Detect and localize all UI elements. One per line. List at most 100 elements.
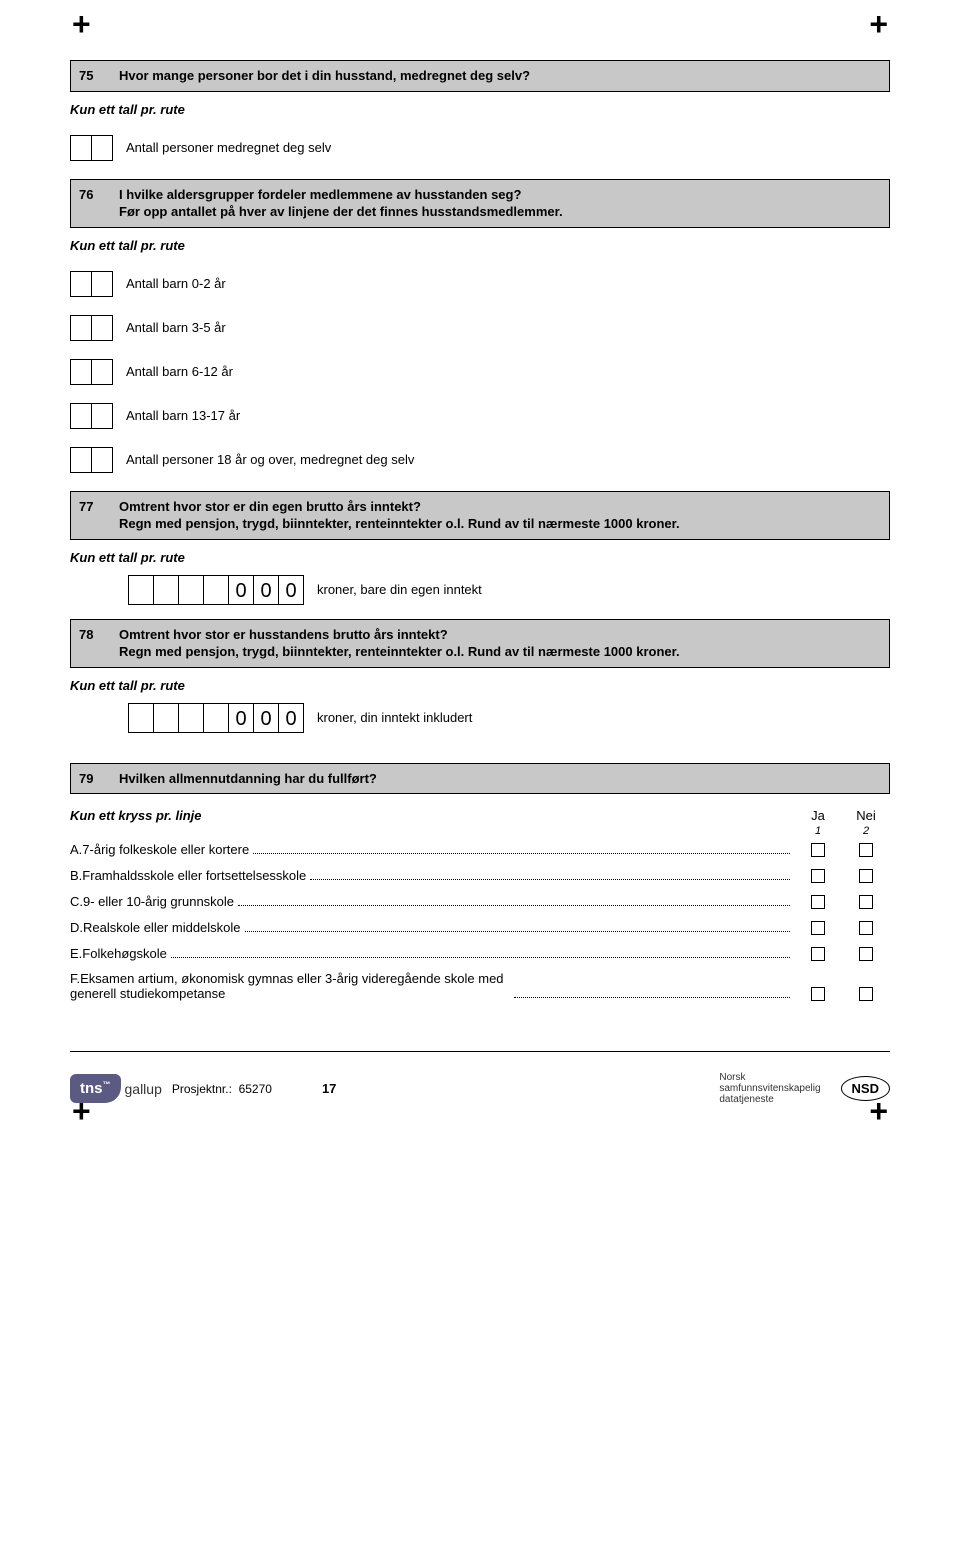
table-row: F.Eksamen artium, økonomisk gymnas eller… [70, 971, 890, 1001]
digit-input[interactable] [153, 703, 179, 733]
instruction-text: Kun ett tall pr. rute [70, 678, 890, 693]
row-label: C.9- eller 10-årig grunnskole [70, 894, 234, 909]
checkbox-ja[interactable] [811, 869, 825, 883]
field-label: kroner, bare din egen inntekt [317, 582, 482, 597]
digit-input[interactable] [178, 703, 204, 733]
project-label: Prosjektnr.: 65270 [172, 1082, 272, 1096]
input-row: Antall barn 0-2 år [70, 271, 890, 297]
checkbox-ja[interactable] [811, 895, 825, 909]
digit-input[interactable] [91, 271, 113, 297]
page-footer: tns™ gallup Prosjektnr.: 65270 17 Norsk … [70, 1072, 890, 1105]
question-text: Omtrent hvor stor er din egen brutto års… [119, 498, 881, 533]
instruction-text: Kun ett tall pr. rute [70, 102, 890, 117]
question-text: Hvilken allmennutdanning har du fullført… [119, 770, 881, 788]
footer-divider [70, 1051, 890, 1052]
question-75-header: 75 Hvor mange personer bor det i din hus… [70, 60, 890, 92]
leader-dots [253, 841, 790, 854]
question-number: 75 [79, 67, 119, 85]
checkbox-nei[interactable] [859, 869, 873, 883]
checkbox-ja[interactable] [811, 843, 825, 857]
table-row: C.9- eller 10-årig grunnskole [70, 893, 890, 909]
fixed-digit: 0 [228, 575, 254, 605]
digit-input[interactable] [91, 135, 113, 161]
question-text: Omtrent hvor stor er husstandens brutto … [119, 626, 881, 661]
digit-input[interactable] [70, 447, 92, 473]
amount-row: 0 0 0 kroner, bare din egen inntekt [128, 575, 890, 605]
digit-input[interactable] [91, 315, 113, 341]
nsd-text: Norsk samfunnsvitenskapelig datatjeneste [719, 1072, 820, 1105]
checkbox-ja[interactable] [811, 921, 825, 935]
row-label: D.Realskole eller middelskole [70, 920, 241, 935]
education-table: Kun ett kryss pr. linje Ja Nei 1 2 A.7-å… [70, 808, 890, 1001]
digit-input[interactable] [128, 703, 154, 733]
table-row: B.Framhaldsskole eller fortsettelsesskol… [70, 867, 890, 883]
column-sub-1: 1 [794, 825, 842, 837]
question-number: 77 [79, 498, 119, 533]
row-label: A.7-årig folkeskole eller kortere [70, 842, 249, 857]
digit-input[interactable] [153, 575, 179, 605]
row-label: E.Folkehøgskole [70, 946, 167, 961]
question-text: Hvor mange personer bor det i din hussta… [119, 67, 881, 85]
fixed-digit: 0 [278, 703, 304, 733]
field-label: Antall barn 6-12 år [126, 364, 233, 379]
digit-input[interactable] [91, 403, 113, 429]
column-header-nei: Nei [842, 808, 890, 823]
field-label: Antall barn 13-17 år [126, 408, 240, 423]
digit-input[interactable] [128, 575, 154, 605]
field-label: kroner, din inntekt inkludert [317, 710, 472, 725]
fixed-digit: 0 [253, 703, 279, 733]
digit-input[interactable] [70, 359, 92, 385]
field-label: Antall barn 3-5 år [126, 320, 226, 335]
crop-mark-icon: + [72, 1095, 91, 1127]
input-row: Antall personer medregnet deg selv [70, 135, 890, 161]
digit-input[interactable] [70, 271, 92, 297]
gallup-text: gallup [125, 1081, 162, 1097]
leader-dots [514, 985, 790, 998]
table-header-row: Kun ett kryss pr. linje Ja Nei [70, 808, 890, 823]
crop-mark-icon: + [72, 8, 91, 40]
column-sub-2: 2 [842, 825, 890, 837]
table-row: A.7-årig folkeskole eller kortere [70, 841, 890, 857]
table-row: D.Realskole eller middelskole [70, 919, 890, 935]
question-78-header: 78 Omtrent hvor stor er husstandens brut… [70, 619, 890, 668]
checkbox-nei[interactable] [859, 843, 873, 857]
instruction-text: Kun ett kryss pr. linje [70, 808, 794, 823]
instruction-text: Kun ett tall pr. rute [70, 238, 890, 253]
table-row: E.Folkehøgskole [70, 945, 890, 961]
input-row: Antall barn 13-17 år [70, 403, 890, 429]
field-label: Antall personer medregnet deg selv [126, 140, 331, 155]
digit-input[interactable] [203, 703, 229, 733]
amount-row: 0 0 0 kroner, din inntekt inkludert [128, 703, 890, 733]
table-subheader-row: 1 2 [70, 825, 890, 837]
leader-dots [245, 919, 790, 932]
question-number: 79 [79, 770, 119, 788]
leader-dots [310, 867, 790, 880]
checkbox-ja[interactable] [811, 947, 825, 961]
field-label: Antall personer 18 år og over, medregnet… [126, 452, 414, 467]
checkbox-nei[interactable] [859, 921, 873, 935]
leader-dots [171, 945, 790, 958]
digit-input[interactable] [70, 315, 92, 341]
question-text: I hvilke aldersgrupper fordeler medlemme… [119, 186, 881, 221]
checkbox-ja[interactable] [811, 987, 825, 1001]
digit-input[interactable] [70, 403, 92, 429]
column-header-ja: Ja [794, 808, 842, 823]
row-label: B.Framhaldsskole eller fortsettelsesskol… [70, 868, 306, 883]
digit-input[interactable] [91, 359, 113, 385]
digit-input[interactable] [178, 575, 204, 605]
checkbox-nei[interactable] [859, 895, 873, 909]
fixed-digit: 0 [228, 703, 254, 733]
digit-input[interactable] [70, 135, 92, 161]
crop-mark-icon: + [869, 8, 888, 40]
question-77-header: 77 Omtrent hvor stor er din egen brutto … [70, 491, 890, 540]
checkbox-nei[interactable] [859, 987, 873, 1001]
field-label: Antall barn 0-2 år [126, 276, 226, 291]
crop-mark-icon: + [869, 1095, 888, 1127]
question-79-header: 79 Hvilken allmennutdanning har du fullf… [70, 763, 890, 795]
fixed-digit: 0 [278, 575, 304, 605]
digit-input[interactable] [91, 447, 113, 473]
survey-page: + + 75 Hvor mange personer bor det i din… [0, 0, 960, 1135]
digit-input[interactable] [203, 575, 229, 605]
input-row: Antall barn 3-5 år [70, 315, 890, 341]
checkbox-nei[interactable] [859, 947, 873, 961]
